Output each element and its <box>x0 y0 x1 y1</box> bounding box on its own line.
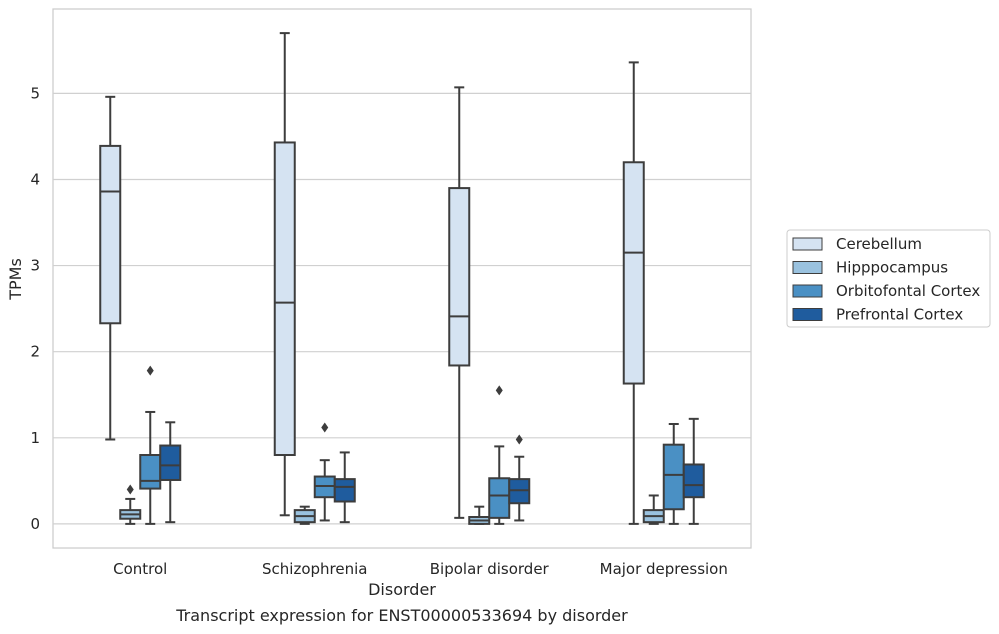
outlier-point <box>515 434 523 445</box>
box <box>448 187 471 367</box>
box-group <box>273 32 296 517</box>
box-group <box>682 417 705 525</box>
legend-label: Orbitofontal Cortex <box>836 282 980 300</box>
box-group <box>508 434 531 522</box>
y-tick-label: 5 <box>30 84 40 102</box>
legend-label: Hipppocampus <box>836 259 948 277</box>
chart-caption: Transcript expression for ENST0000053369… <box>175 606 628 625</box>
legend-swatch <box>792 284 823 298</box>
boxes <box>99 32 705 525</box>
outlier-point <box>146 365 154 376</box>
box <box>622 161 645 385</box>
outlier-point <box>321 422 329 433</box>
y-axis-label: TPMs <box>6 258 25 301</box>
box-group <box>642 494 665 525</box>
box <box>159 444 182 481</box>
legend-item: Orbitofontal Cortex <box>792 282 980 300</box>
box-group <box>448 86 471 519</box>
x-tick-label: Major depression <box>600 560 728 578</box>
legend-swatch <box>792 237 823 251</box>
legend-label: Prefrontal Cortex <box>836 306 963 324</box>
box-group <box>333 451 356 524</box>
box-group <box>159 421 182 524</box>
box <box>488 477 511 519</box>
box <box>662 443 685 511</box>
legend: Cerebellum Hipppocampus Orbitofontal Corte… <box>786 229 991 328</box>
legend-label: Cerebellum <box>836 235 922 253</box>
box-group <box>622 61 645 525</box>
outlier-point <box>126 484 134 495</box>
box-group <box>139 365 162 525</box>
y-tick-label: 4 <box>30 170 40 188</box>
outlier-point <box>495 385 503 396</box>
x-tick-label: Bipolar disorder <box>430 560 550 578</box>
x-tick-labels: Control Schizophrenia Bipolar disorder Majo… <box>113 560 728 578</box>
box <box>99 144 122 325</box>
y-tick-label: 1 <box>30 429 40 447</box>
x-axis-label: Disorder <box>368 580 436 599</box>
legend-item: Hipppocampus <box>792 259 948 277</box>
box-group <box>119 484 142 525</box>
box-group <box>99 95 122 441</box>
legend-item: Cerebellum <box>792 235 922 253</box>
box-group <box>468 505 491 525</box>
box <box>333 478 356 503</box>
box <box>273 141 296 457</box>
legend-frame <box>786 229 991 328</box>
box <box>682 463 705 499</box>
x-tick-label: Control <box>113 560 167 578</box>
legend-swatch <box>792 261 823 274</box>
box <box>139 454 162 490</box>
legend-item: Prefrontal Cortex <box>792 306 963 324</box>
y-tick-label: 3 <box>30 257 40 275</box>
x-tick-label: Schizophrenia <box>262 560 367 578</box>
legend-swatch <box>792 308 823 321</box>
y-tick-label: 2 <box>30 343 40 361</box>
y-tick-label: 0 <box>30 515 40 533</box>
box-group <box>293 505 316 525</box>
y-tick-labels: 0 1 2 3 4 5 <box>30 84 40 533</box>
